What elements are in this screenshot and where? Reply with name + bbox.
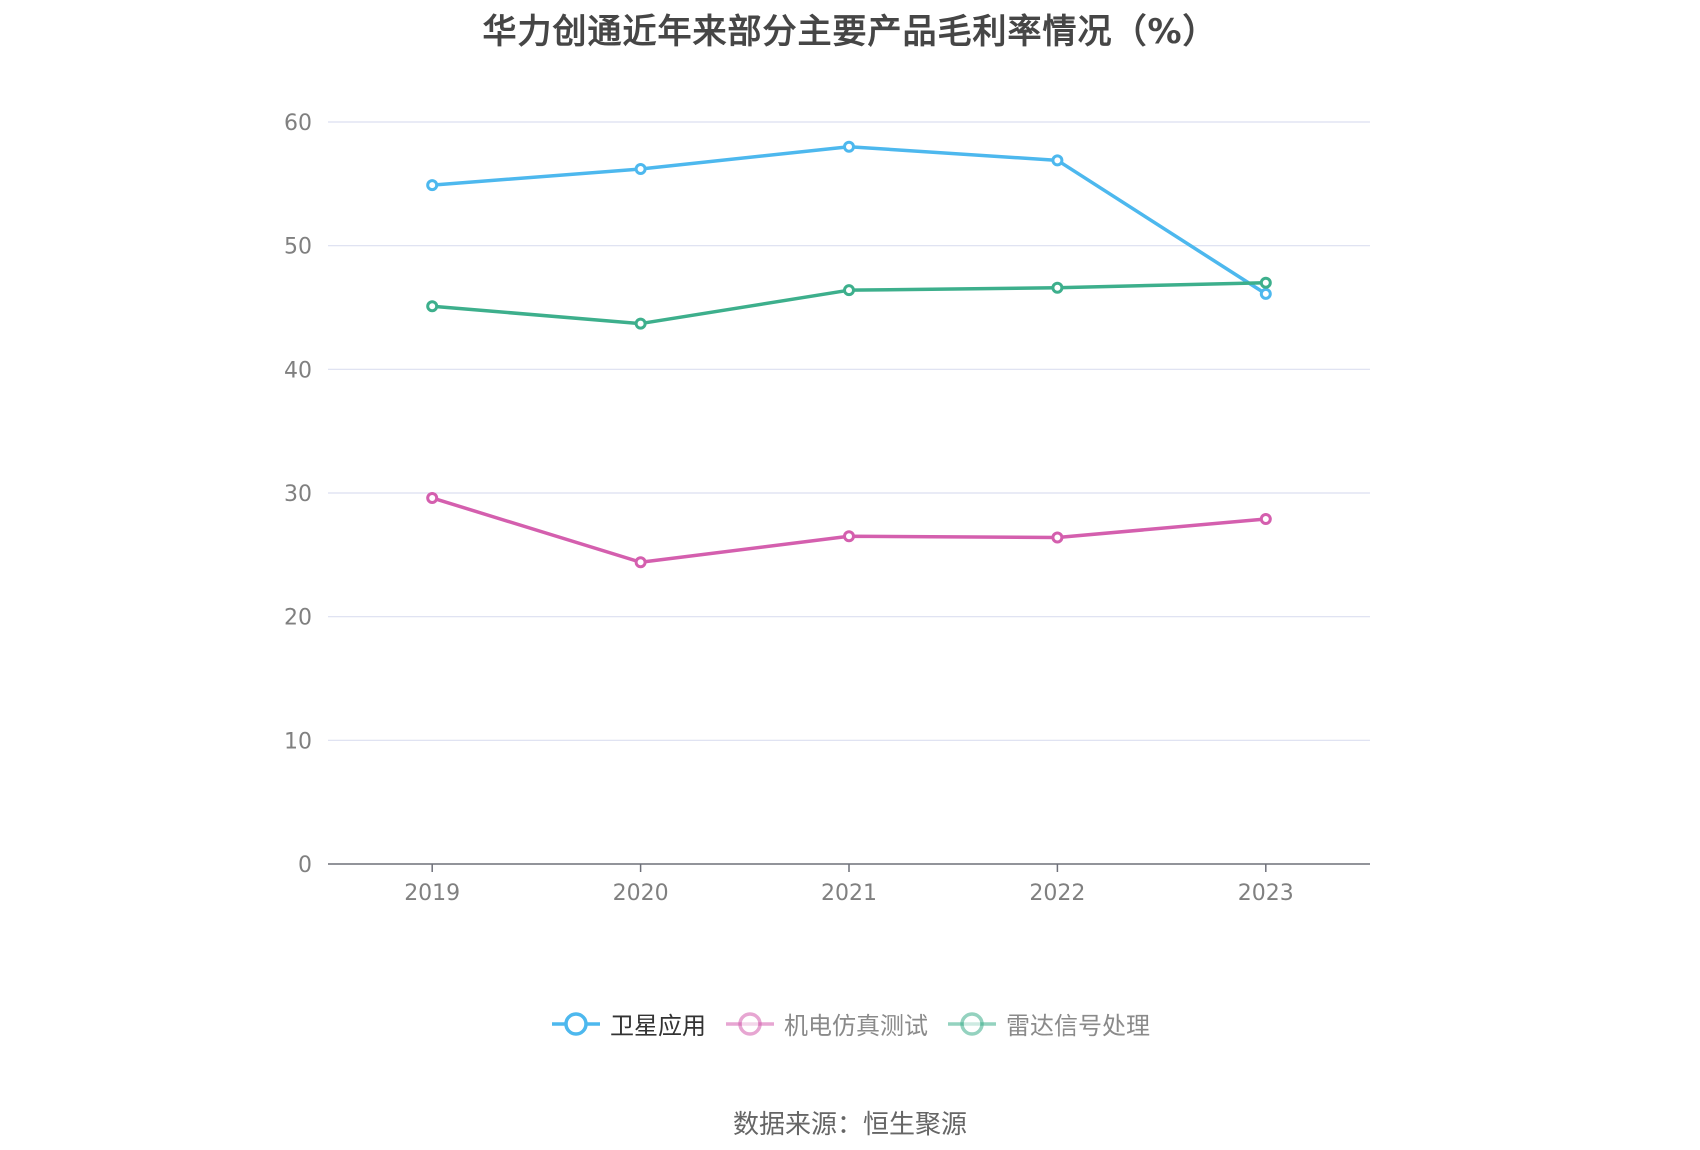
y-tick-label: 0	[298, 853, 312, 878]
series-3	[426, 276, 1272, 330]
y-tick-label: 50	[284, 235, 312, 260]
y-axis-ticks: 0 10 20 30 40 50 60	[284, 111, 312, 878]
data-point[interactable]	[634, 556, 647, 569]
x-tick-label: 2019	[404, 881, 460, 906]
y-tick-label: 40	[284, 358, 312, 383]
legend-marker-icon	[948, 1011, 996, 1036]
x-tick-label: 2021	[821, 881, 877, 906]
legend-label: 雷达信号处理	[1006, 1012, 1150, 1040]
x-tick-label: 2022	[1029, 881, 1085, 906]
legend-label: 机电仿真测试	[784, 1012, 928, 1040]
data-source: 数据来源：恒生聚源	[732, 1110, 967, 1140]
data-point[interactable]	[843, 140, 855, 153]
grid-lines	[328, 121, 1370, 741]
data-point[interactable]	[1051, 531, 1064, 544]
x-tick-label: 2020	[613, 881, 669, 906]
y-tick-label: 30	[284, 482, 312, 507]
y-tick-label: 20	[284, 606, 312, 631]
legend-marker-icon	[726, 1011, 774, 1036]
data-point[interactable]	[426, 179, 439, 192]
data-point[interactable]	[426, 491, 439, 504]
y-tick-label: 60	[284, 111, 312, 136]
x-axis-ticks: 2019 2020 2021 2022 2023	[404, 881, 1294, 906]
data-point[interactable]	[843, 530, 855, 543]
data-point[interactable]	[1051, 281, 1064, 294]
data-point[interactable]	[634, 317, 647, 330]
series-2	[426, 491, 1272, 569]
legend-label: 卫星应用	[610, 1012, 706, 1040]
data-point[interactable]	[1259, 512, 1272, 525]
data-point[interactable]	[843, 284, 855, 297]
data-point[interactable]	[1259, 276, 1272, 289]
chart-title: 华力创通近年来部分主要产品毛利率情况（%）	[482, 12, 1218, 52]
legend-item[interactable]: 机电仿真测试	[724, 1006, 928, 1041]
series-1	[426, 140, 1272, 300]
chart-legend: 卫星应用 机电仿真测试 雷达信号处理	[0, 1006, 1700, 1041]
legend-item[interactable]: 雷达信号处理	[946, 1006, 1150, 1041]
series-line	[430, 144, 1268, 296]
legend-item[interactable]: 卫星应用	[550, 1006, 706, 1041]
data-point[interactable]	[634, 162, 647, 175]
data-point[interactable]	[1051, 154, 1064, 167]
legend-marker-icon	[552, 1011, 600, 1036]
series-line	[430, 496, 1268, 565]
data-point[interactable]	[1259, 287, 1272, 300]
x-axis	[328, 863, 1370, 872]
data-point[interactable]	[426, 300, 439, 313]
series-lines	[426, 140, 1272, 569]
y-tick-label: 10	[284, 729, 312, 754]
x-tick-label: 2023	[1238, 881, 1294, 906]
